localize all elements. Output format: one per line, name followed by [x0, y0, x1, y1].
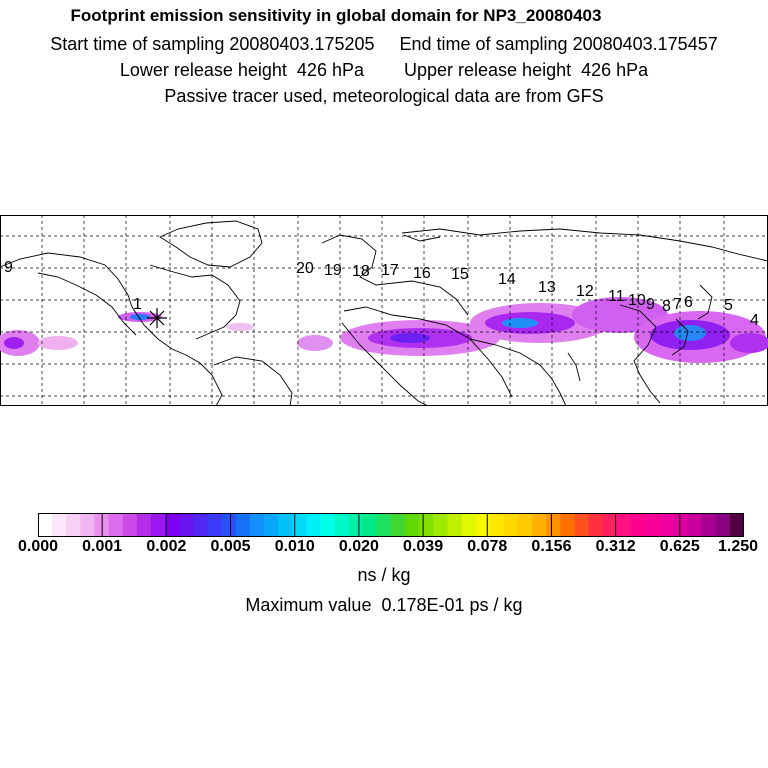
colorbar-tick-label: 1.250 — [717, 538, 759, 555]
trajectory-labels: 9 1 20 19 18 17 16 15 14 13 12 11 10 9 8… — [4, 259, 759, 329]
traj-label-9-left: 9 — [4, 259, 13, 276]
colorbar-cell — [489, 513, 505, 537]
traj-label-19: 19 — [324, 262, 342, 279]
coastlines — [0, 220, 768, 406]
colorbar-cell — [560, 513, 576, 537]
colorbar-cell — [292, 513, 307, 537]
traj-label-13: 13 — [538, 279, 556, 296]
traj-label-18: 18 — [352, 263, 370, 280]
colorbar-cell — [320, 513, 336, 537]
colorbar-cell — [122, 513, 138, 537]
colorbar-cell — [376, 513, 392, 537]
colorbar-tick-label: 0.000 — [17, 538, 59, 555]
colorbar-cell — [645, 513, 660, 537]
colorbar-cell — [447, 513, 463, 537]
colorbar-cell — [348, 513, 364, 537]
colorbar-cell — [193, 513, 209, 537]
colorbar-cell — [52, 513, 67, 537]
colorbar-cell — [715, 513, 731, 537]
colorbar-tick-label: 0.005 — [210, 538, 251, 555]
colorbar-cell — [574, 513, 590, 537]
colorbar-cell — [701, 513, 717, 537]
colorbar-cell — [518, 513, 533, 537]
colorbar-tick-label: 0.001 — [82, 538, 123, 555]
colorbar-cell — [80, 513, 96, 537]
colorbar-cell — [405, 513, 420, 537]
colorbar-cell — [207, 513, 223, 537]
colorbar-cell — [66, 513, 81, 537]
traj-label-9: 9 — [646, 296, 655, 313]
traj-label-4: 4 — [750, 312, 759, 329]
colorbar-cell — [235, 513, 251, 537]
colorbar-cell — [221, 513, 237, 537]
maximum-value: Maximum value 0.178E-01 ps / kg — [245, 595, 523, 615]
colorbar-cell — [532, 513, 547, 537]
colorbar-tick-label: 0.078 — [467, 538, 508, 555]
traj-label-15: 15 — [451, 266, 469, 283]
traj-label-17: 17 — [381, 262, 399, 279]
footprint-field — [0, 297, 768, 363]
colorbar-tick-label: 0.002 — [146, 538, 187, 555]
colorbar-cell — [38, 513, 53, 537]
colorbar-cell — [687, 513, 703, 537]
colorbar-cell — [334, 513, 350, 537]
colorbar-cell — [136, 513, 152, 537]
colorbar-cell — [433, 513, 449, 537]
colorbar-cell — [278, 513, 293, 537]
colorbar-cell — [631, 513, 646, 537]
traj-label-20: 20 — [296, 260, 314, 277]
traj-label-11: 11 — [608, 288, 625, 305]
traj-label-10: 10 — [628, 292, 646, 309]
title-footprint: Footprint emission sensitivity in global… — [70, 6, 602, 25]
lat-lon-grid — [0, 215, 768, 406]
release-location-marker — [147, 308, 167, 328]
colorbar-tick-label: 0.156 — [531, 538, 572, 555]
colorbar-cell — [503, 513, 519, 537]
colorbar — [38, 513, 744, 537]
colorbar-cell — [263, 513, 279, 537]
traj-label-12: 12 — [576, 283, 594, 300]
colorbar-tick-label: 0.020 — [338, 538, 379, 555]
colorbar-cell — [249, 513, 265, 537]
colorbar-tick-label: 0.625 — [659, 538, 700, 555]
colorbar-cell — [588, 513, 604, 537]
colorbar-cell — [165, 513, 180, 537]
traj-label-14: 14 — [498, 271, 516, 288]
colorbar-cell — [729, 513, 744, 537]
title-sampling-time: Start time of sampling 20080403.175205 E… — [50, 34, 718, 54]
colorbar-tick-label: 0.312 — [595, 538, 636, 555]
colorbar-tick-label: 0.010 — [274, 538, 315, 555]
traj-label-16: 16 — [413, 265, 431, 282]
title-release-height: Lower release height 426 hPa Upper relea… — [119, 60, 649, 80]
colorbar-cell — [461, 513, 477, 537]
colorbar-cell — [108, 513, 124, 537]
colorbar-cell — [391, 513, 406, 537]
traj-label-6: 6 — [684, 294, 693, 311]
colorbar-cell — [362, 513, 378, 537]
colorbar-cell — [616, 513, 632, 537]
colorbar-cell — [602, 513, 618, 537]
colorbar-unit: ns / kg — [357, 565, 411, 585]
colorbar-tick-label: 0.039 — [403, 538, 444, 555]
colorbar-cell — [546, 513, 562, 537]
colorbar-cell — [659, 513, 674, 537]
colorbar-cell — [150, 513, 166, 537]
traj-label-5: 5 — [724, 297, 733, 314]
colorbar-cell — [475, 513, 491, 537]
traj-label-1: 1 — [133, 296, 142, 313]
colorbar-cell — [179, 513, 194, 537]
colorbar-cell — [419, 513, 434, 537]
colorbar-cell — [306, 513, 321, 537]
traj-label-7: 7 — [673, 296, 682, 313]
world-map: 9 1 20 19 18 17 16 15 14 13 12 11 10 9 8… — [0, 215, 768, 406]
traj-label-8: 8 — [662, 298, 671, 315]
title-tracer-info: Passive tracer used, meteorological data… — [164, 86, 604, 106]
colorbar-cell — [673, 513, 689, 537]
